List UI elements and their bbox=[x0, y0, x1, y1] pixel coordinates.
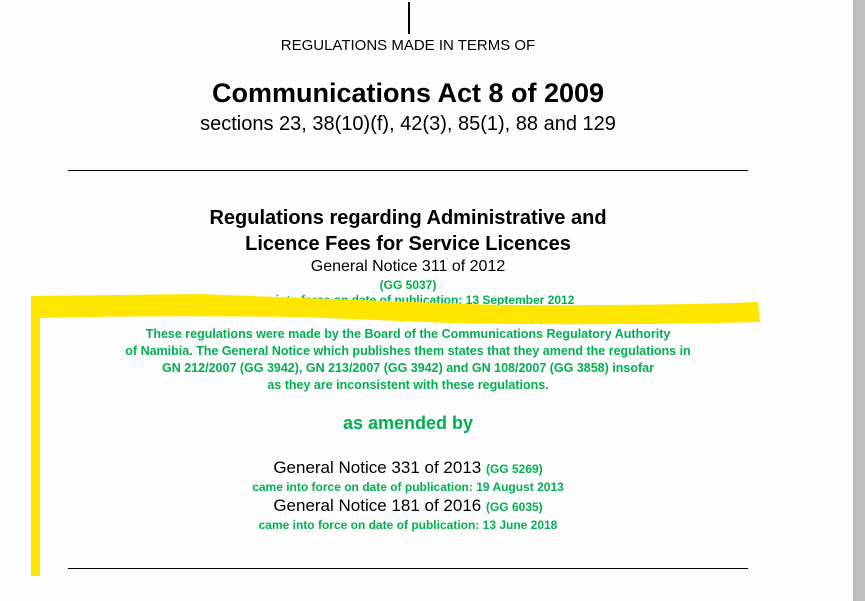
amendment-gazette: (GG 5269) bbox=[485, 462, 543, 476]
regulation-gazette: (GG 5037) bbox=[379, 278, 437, 292]
text-cursor bbox=[408, 2, 410, 34]
note-line: These regulations were made by the Board… bbox=[145, 327, 671, 341]
sections: sections 23, 38(10)(f), 42(3), 85(1), 88… bbox=[200, 113, 616, 135]
amended-by-heading: as amended by bbox=[342, 413, 474, 433]
regulation-in-force: came into force on date of publication: … bbox=[241, 293, 575, 307]
amendment-in-force: came into force on date of publication: … bbox=[252, 480, 564, 494]
act-title: Communications Act 8 of 2009 bbox=[211, 78, 605, 108]
amendment-notice-text: General Notice 331 of 2013 bbox=[273, 458, 482, 477]
note-line: as they are inconsistent with these regu… bbox=[267, 378, 549, 392]
note-line: GN 212/2007 (GG 3942), GN 213/2007 (GG 3… bbox=[162, 361, 654, 375]
amendment-in-force: came into force on date of publication: … bbox=[258, 518, 558, 532]
amendment-notice: General Notice 331 of 2013 (GG 5269) bbox=[68, 458, 748, 478]
made-in-terms-of: REGULATIONS MADE IN TERMS OF bbox=[280, 37, 536, 54]
highlight-vertical-stroke bbox=[31, 296, 40, 576]
amendment-gazette: (GG 6035) bbox=[485, 500, 543, 514]
regulation-notice: General Notice 311 of 2012 bbox=[310, 258, 506, 275]
regulation-title-line2: Licence Fees for Service Licences bbox=[245, 233, 571, 255]
amendment-notice: General Notice 181 of 2016 (GG 6035) bbox=[68, 496, 748, 516]
note-line: of Namibia. The General Notice which pub… bbox=[125, 344, 691, 358]
regulation-title-line1: Regulations regarding Administrative and bbox=[209, 207, 607, 229]
amendment-notice-text: General Notice 181 of 2016 bbox=[273, 496, 482, 515]
divider bbox=[68, 170, 748, 171]
scrollbar[interactable] bbox=[853, 0, 865, 601]
divider bbox=[68, 568, 748, 569]
